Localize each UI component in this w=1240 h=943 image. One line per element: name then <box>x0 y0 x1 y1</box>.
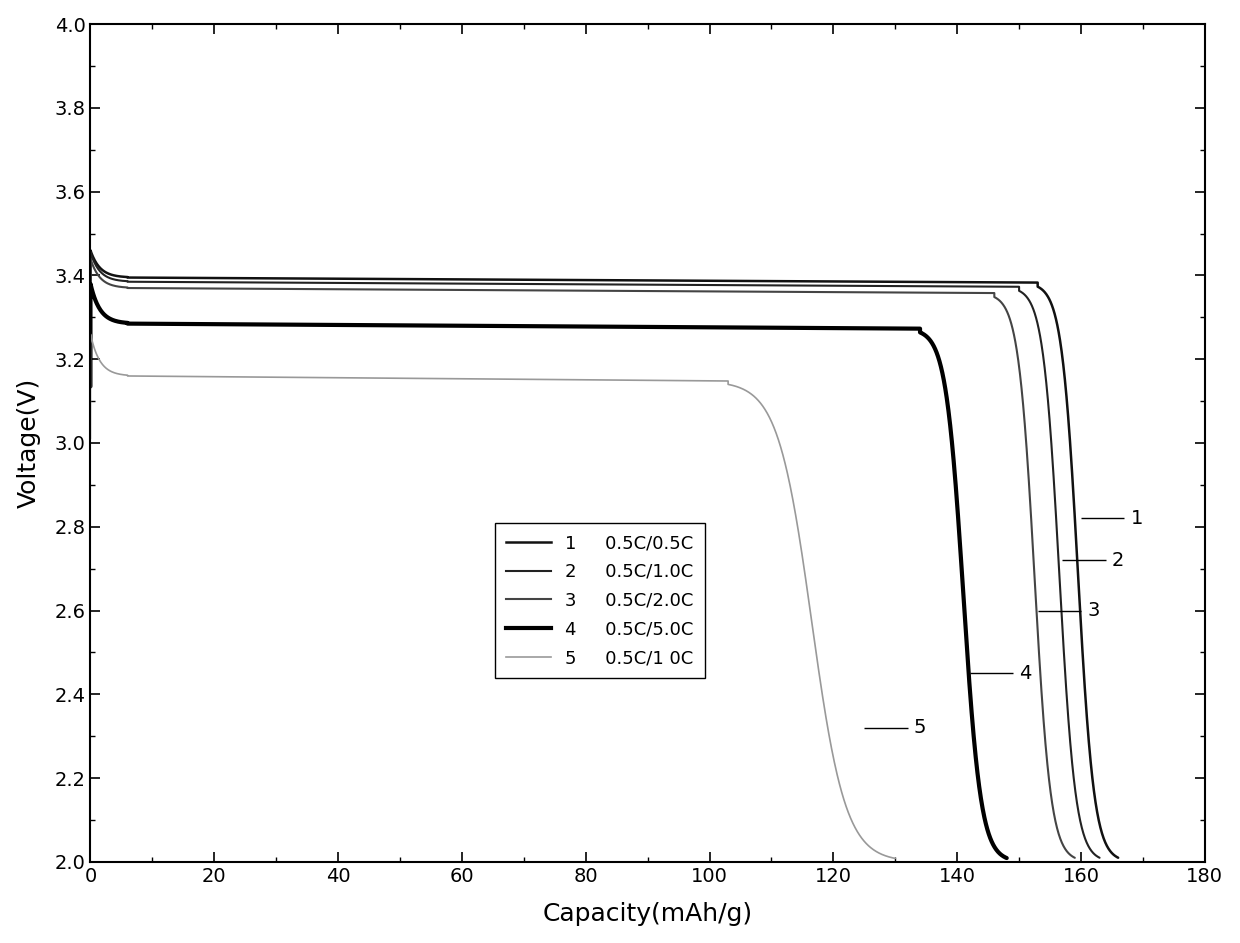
Text: 2: 2 <box>1112 551 1125 570</box>
Legend: 1     0.5C/0.5C, 2     0.5C/1.0C, 3     0.5C/2.0C, 4     0.5C/5.0C, 5     0.5C/1: 1 0.5C/0.5C, 2 0.5C/1.0C, 3 0.5C/2.0C, 4… <box>495 523 704 678</box>
Text: 1: 1 <box>1131 509 1143 528</box>
Y-axis label: Voltage(V): Voltage(V) <box>16 378 41 508</box>
Text: 5: 5 <box>914 719 926 737</box>
Text: 3: 3 <box>1087 601 1100 620</box>
Text: 4: 4 <box>1019 664 1032 683</box>
X-axis label: Capacity(mAh/g): Capacity(mAh/g) <box>543 902 753 926</box>
